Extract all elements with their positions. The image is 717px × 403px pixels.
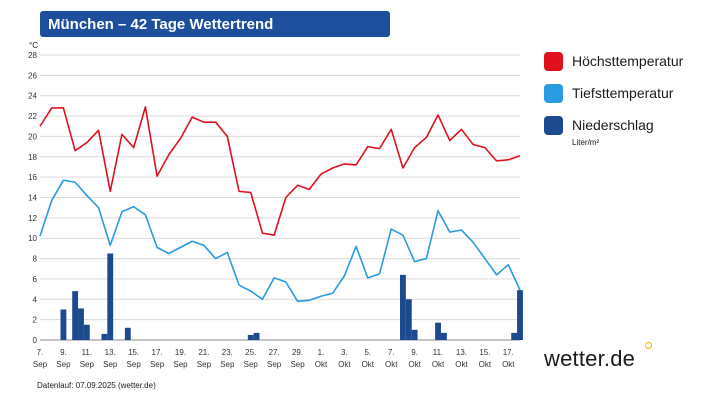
precipitation-bar xyxy=(253,332,260,340)
y-tick-label: 16 xyxy=(28,173,37,182)
x-tick-day: 25. xyxy=(245,348,256,357)
x-tick-day: 17. xyxy=(503,348,514,357)
y-tick-label: 18 xyxy=(28,153,37,162)
y-tick-label: 6 xyxy=(33,275,38,284)
x-tick-day: 7. xyxy=(37,348,44,357)
x-tick-day: 1. xyxy=(318,348,325,357)
x-tick-month: Sep xyxy=(56,360,71,369)
precipitation-bar xyxy=(435,322,441,340)
precipitation-bar xyxy=(247,334,254,340)
x-tick-day: 7. xyxy=(388,348,395,357)
precipitation-bar xyxy=(107,253,114,340)
legend-swatch-high-temp xyxy=(544,52,563,71)
precipitation-bar xyxy=(440,332,447,340)
x-tick-month: Sep xyxy=(33,360,48,369)
x-tick-day: 27. xyxy=(269,348,280,357)
y-unit-label: °C xyxy=(29,41,38,50)
x-tick-month: Okt xyxy=(362,360,375,369)
precipitation-bar xyxy=(72,291,79,340)
x-tick-month: Sep xyxy=(150,360,165,369)
x-tick-day: 15. xyxy=(128,348,139,357)
y-tick-label: 24 xyxy=(28,92,37,101)
chart-title: München – 42 Tage Wettertrend xyxy=(48,15,274,33)
legend-label-low-temp: Tiefsttemperatur xyxy=(572,85,674,101)
precipitation-bar xyxy=(60,309,67,340)
logo-dot-icon xyxy=(645,342,652,349)
x-tick-month: Sep xyxy=(197,360,212,369)
x-tick-day: 13. xyxy=(105,348,116,357)
y-tick-label: 12 xyxy=(28,214,37,223)
wetter-de-logo: wetter.de xyxy=(544,346,636,371)
x-tick-month: Okt xyxy=(338,360,351,369)
y-tick-label: 0 xyxy=(33,336,38,345)
x-tick-month: Okt xyxy=(502,360,515,369)
x-tick-month: Sep xyxy=(103,360,118,369)
x-tick-month: Sep xyxy=(80,360,95,369)
precipitation-bar xyxy=(124,327,131,340)
legend-unit-precipitation: Liter/m² xyxy=(572,138,600,147)
y-tick-label: 28 xyxy=(28,51,37,60)
low-temp-line xyxy=(39,179,521,303)
y-tick-label: 14 xyxy=(28,194,37,203)
x-tick-day: 13. xyxy=(456,348,467,357)
x-tick-month: Okt xyxy=(385,360,398,369)
x-tick-day: 17. xyxy=(152,348,163,357)
y-tick-label: 26 xyxy=(28,71,37,80)
x-tick-day: 23. xyxy=(222,348,233,357)
precipitation-bar xyxy=(400,274,406,340)
x-tick-day: 29. xyxy=(292,348,303,357)
x-tick-month: Okt xyxy=(432,360,445,369)
x-tick-month: Sep xyxy=(127,360,142,369)
x-tick-day: 3. xyxy=(341,348,348,357)
chart-title-bar: München – 42 Tage Wettertrend xyxy=(40,11,390,37)
x-tick-day: 11. xyxy=(433,348,444,357)
precipitation-bar xyxy=(517,290,523,340)
y-tick-label: 20 xyxy=(28,132,37,141)
precipitation-bar xyxy=(83,324,90,340)
precipitation-bar xyxy=(78,308,84,340)
x-tick-month: Sep xyxy=(267,360,282,369)
x-tick-day: 21. xyxy=(198,348,209,357)
x-tick-day: 5. xyxy=(364,348,371,357)
legend-swatch-precipitation xyxy=(544,116,563,135)
legend-swatch-low-temp xyxy=(544,84,563,103)
data-run-note: Datenlauf: 07.09.2025 (wetter.de) xyxy=(37,381,156,390)
y-tick-label: 10 xyxy=(28,234,37,243)
precipitation-bar xyxy=(411,329,418,340)
x-tick-month: Sep xyxy=(220,360,235,369)
legend-label-high-temp: Höchsttemperatur xyxy=(572,53,684,69)
x-tick-month: Sep xyxy=(290,360,305,369)
x-tick-day: 19. xyxy=(175,348,186,357)
x-tick-month: Okt xyxy=(479,360,492,369)
high-temp-line xyxy=(39,106,521,236)
y-tick-label: 2 xyxy=(33,316,38,325)
x-tick-day: 11. xyxy=(82,348,93,357)
x-tick-month: Okt xyxy=(455,360,468,369)
x-tick-day: 9. xyxy=(411,348,418,357)
x-tick-day: 15. xyxy=(479,348,490,357)
y-tick-label: 4 xyxy=(33,295,38,304)
y-tick-label: 22 xyxy=(28,112,37,121)
precipitation-bar xyxy=(511,332,518,340)
y-tick-label: 8 xyxy=(33,255,38,264)
precipitation-bar xyxy=(101,333,108,340)
precipitation-bar xyxy=(405,299,412,340)
x-tick-month: Sep xyxy=(244,360,259,369)
x-tick-month: Sep xyxy=(173,360,188,369)
x-tick-month: Okt xyxy=(315,360,328,369)
legend-label-precipitation: Niederschlag xyxy=(572,117,654,133)
x-tick-day: 9. xyxy=(60,348,67,357)
x-tick-month: Okt xyxy=(408,360,421,369)
